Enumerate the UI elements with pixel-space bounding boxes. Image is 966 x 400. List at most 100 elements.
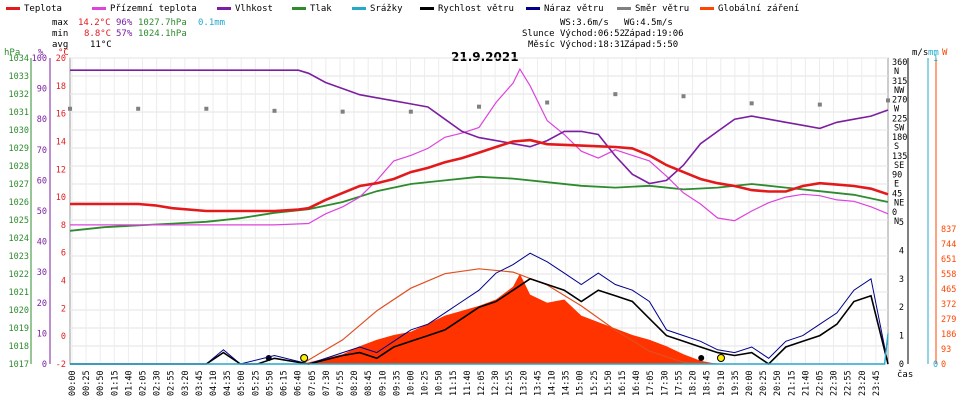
humidity-line xyxy=(70,69,889,185)
wind-direction-cardinal-label: SW xyxy=(894,123,905,133)
pressure-tick-label: 1022 xyxy=(9,270,29,280)
time-tick-label: 08:20 xyxy=(350,370,360,396)
stat-max-rain: 0.1mm xyxy=(198,18,226,28)
time-tick-label: 13:20 xyxy=(519,370,529,396)
wind-direction-point xyxy=(204,106,209,111)
time-tick-label: 02:30 xyxy=(153,370,163,396)
humidity-tick-label: 30 xyxy=(37,268,47,278)
wind-direction-tick-label: 45 xyxy=(892,189,902,199)
axes: 1017101810191020102110221023102410251026… xyxy=(9,54,957,396)
pressure-tick-label: 1034 xyxy=(9,54,29,64)
time-tick-label: 17:05 xyxy=(646,370,656,396)
radiation-tick-label: 558 xyxy=(941,270,956,280)
wind-direction-cardinal-label: N xyxy=(894,217,899,227)
moonrise-marker xyxy=(698,355,705,361)
stat-avg-temp: 11°C xyxy=(90,40,112,50)
time-tick-label: 00:00 xyxy=(68,370,78,396)
sun-rise: Východ:06:52 xyxy=(560,29,626,39)
time-tick-label: 19:35 xyxy=(731,370,741,396)
radiation-tick-label: 93 xyxy=(941,345,951,355)
humidity-tick-label: 90 xyxy=(37,85,47,95)
radiation-area xyxy=(301,273,718,364)
time-tick-label: 14:35 xyxy=(562,370,572,396)
time-tick-label: 09:35 xyxy=(392,370,402,396)
wind-direction-tick-label: 225 xyxy=(892,114,907,124)
pressure-tick-label: 1020 xyxy=(9,306,29,316)
humidity-tick-label: 20 xyxy=(37,299,47,309)
rain-tick-label: 0 xyxy=(933,360,938,370)
moon-label: Měsíc xyxy=(528,40,556,50)
wind-direction-point xyxy=(136,106,141,111)
temperature-tick-label: 14 xyxy=(56,137,66,147)
pressure-axis-unit: hPa xyxy=(4,48,21,58)
stat-min-press: 1024.1hPa xyxy=(138,29,187,39)
time-tick-label: 15:25 xyxy=(590,370,600,396)
wind-gust-info: WG:4.5m/s xyxy=(624,18,673,28)
pressure-tick-label: 1023 xyxy=(9,252,29,262)
pressure-tick-label: 1026 xyxy=(9,198,29,208)
radiation-tick-label: 744 xyxy=(941,240,956,250)
time-tick-label: 08:45 xyxy=(364,370,374,396)
pressure-line xyxy=(69,175,889,232)
pressure-tick-label: 1028 xyxy=(9,162,29,172)
pressure-tick-label: 1027 xyxy=(9,180,29,190)
time-tick-label: 12:05 xyxy=(477,370,487,396)
time-tick-label: 13:45 xyxy=(533,370,543,396)
wind-direction-cardinal-label: W xyxy=(894,105,900,115)
sun-label: Slunce xyxy=(522,29,555,39)
wind-direction-tick-label: 315 xyxy=(892,77,907,87)
wind-direction-tick-label: 0 xyxy=(892,208,897,218)
temperature-tick-label: 10 xyxy=(56,193,66,203)
wind-direction-tick-label: 180 xyxy=(892,133,907,143)
wind-speed-tick-label: 2 xyxy=(899,303,904,313)
time-tick-label: 16:15 xyxy=(618,370,628,396)
temperature-tick-label: 20 xyxy=(56,54,66,64)
rain-line xyxy=(70,333,889,365)
stat-max-temp: 14.2°C xyxy=(78,18,111,28)
rain-axis-unit: mm xyxy=(928,48,939,58)
time-tick-label: 20:00 xyxy=(745,370,755,396)
time-tick-label: 16:40 xyxy=(632,370,642,396)
chart-date-title: 21.9.2021 xyxy=(451,50,519,64)
wind-speed-tick-label: 4 xyxy=(899,246,904,256)
wind-direction-point xyxy=(477,104,481,109)
radiation-axis-unit: W xyxy=(942,48,948,58)
time-tick-label: 15:50 xyxy=(604,370,614,396)
pressure-tick-label: 1025 xyxy=(9,216,29,226)
pressure-tick-label: 1030 xyxy=(9,126,29,136)
legend-pressure: Tlak xyxy=(292,3,332,15)
humidity-tick-label: 60 xyxy=(37,176,47,186)
time-tick-label: 09:10 xyxy=(378,370,388,396)
wind-speed-tick-label: 3 xyxy=(899,275,904,285)
stat-min-label: min xyxy=(52,29,69,39)
humidity-tick-label: 100 xyxy=(32,54,47,64)
wind-speed-info: WS:3.6m/s xyxy=(560,18,609,28)
time-tick-label: 03:20 xyxy=(181,370,191,396)
wind-direction-point xyxy=(545,100,550,105)
pressure-tick-label: 1029 xyxy=(9,144,29,154)
time-tick-label: 05:00 xyxy=(237,370,247,396)
theoretical-radiation-line xyxy=(301,268,718,365)
time-tick-label: 23:20 xyxy=(858,370,868,396)
wind-direction-cardinal-label: E xyxy=(894,180,899,190)
time-tick-label: 12:55 xyxy=(505,370,515,396)
time-tick-label: 02:55 xyxy=(167,370,177,396)
humidity-tick-label: 70 xyxy=(37,146,47,156)
temperature-tick-label: 4 xyxy=(61,277,66,287)
time-tick-label: 10:50 xyxy=(435,370,445,396)
wind-direction-tick-label: 270 xyxy=(892,96,907,106)
humidity-tick-label: 0 xyxy=(42,360,47,370)
wind-direction-cardinal-label: NW xyxy=(894,86,905,96)
time-tick-label: 21:15 xyxy=(787,370,797,396)
humidity-tick-label: 40 xyxy=(37,238,47,248)
time-tick-label: 18:45 xyxy=(703,370,713,396)
time-tick-label: 01:15 xyxy=(110,370,120,396)
wind-direction-cardinal-label: S xyxy=(894,142,899,152)
wind-speed-tick-label: 1 xyxy=(899,332,904,342)
wind-direction-point xyxy=(817,102,822,107)
sunrise-marker xyxy=(300,354,309,362)
time-tick-label: 07:05 xyxy=(308,370,318,396)
stat-max-label: max xyxy=(52,18,69,28)
line-series xyxy=(68,67,890,366)
